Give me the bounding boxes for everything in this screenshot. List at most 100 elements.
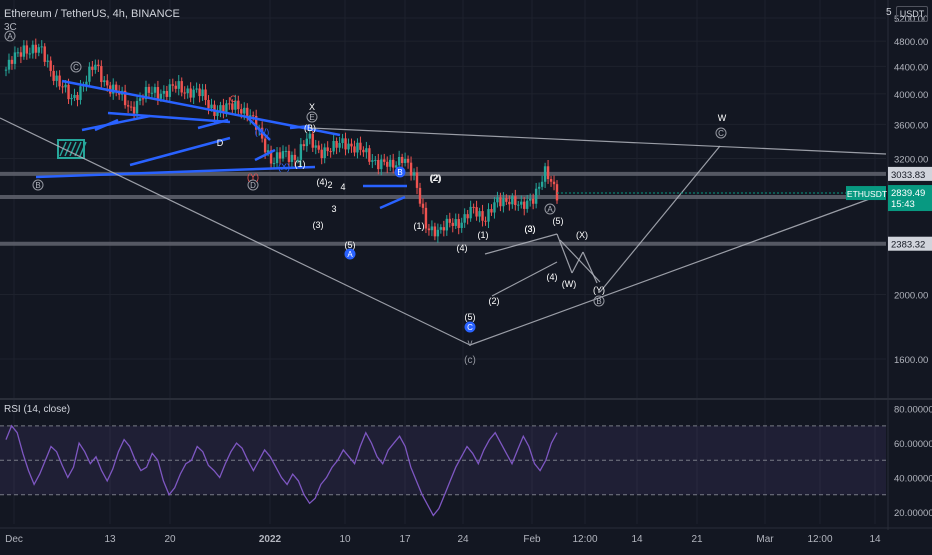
candle-body — [400, 156, 404, 164]
candle-body — [97, 64, 100, 67]
wave-label: C — [467, 323, 473, 332]
candle-body — [284, 150, 288, 152]
blue-trendline — [35, 165, 316, 179]
x-tick-label: 20 — [164, 534, 176, 545]
candle-body — [463, 214, 466, 223]
wave-label: (X) — [576, 230, 588, 240]
rsi-y-tick-label: 20.00000 — [894, 508, 932, 519]
wave-label: (5) — [345, 240, 356, 250]
wave-label: A — [7, 32, 13, 41]
candle-body — [380, 159, 383, 170]
green-zone-hatch — [69, 141, 77, 157]
symbol-tag — [846, 186, 886, 201]
candle-body — [94, 64, 97, 70]
candle-body — [272, 163, 276, 165]
wave-label: X — [309, 102, 315, 112]
rsi-y-tick-label: 40.00000 — [894, 474, 932, 485]
candle-body — [365, 148, 368, 153]
candle-body — [555, 184, 559, 201]
candle-body — [356, 142, 359, 153]
gray-wave-line — [0, 117, 471, 346]
candle-body — [243, 107, 246, 114]
wave-label: (B) — [304, 123, 316, 133]
wave-label: B — [35, 181, 40, 190]
wave-label: (3) — [525, 224, 536, 234]
gray-wave-line — [309, 127, 887, 155]
candle-body — [386, 161, 389, 167]
wave-label: (c) — [464, 355, 476, 366]
candle-body — [222, 105, 225, 113]
gray-wave-line — [582, 251, 598, 284]
candle-body — [314, 145, 317, 148]
candle-body — [412, 172, 416, 176]
candle-body — [49, 60, 52, 71]
candle-body — [278, 152, 282, 159]
candle-body — [534, 188, 538, 204]
scale-marker: 5 — [886, 7, 892, 18]
candle-body — [275, 152, 279, 164]
currency-button[interactable]: USDT — [896, 6, 928, 22]
wave-label: (2) — [430, 173, 441, 183]
candle-body — [374, 159, 377, 161]
candle-body — [338, 143, 341, 148]
candle-body — [424, 207, 428, 229]
candle-body — [472, 206, 475, 208]
candle-body — [523, 201, 526, 209]
candle-body — [508, 201, 511, 205]
candle-body — [421, 203, 425, 208]
blue-trendline — [289, 124, 311, 130]
candle-body — [231, 103, 234, 110]
candle-body — [397, 156, 401, 166]
wave-label-circle — [464, 321, 476, 333]
candle-body — [85, 81, 88, 86]
candle-body — [484, 220, 487, 222]
candle-body — [537, 186, 541, 189]
candle-body — [436, 229, 440, 237]
candle-body — [138, 98, 142, 101]
candle-body — [389, 159, 392, 167]
candle-body — [37, 47, 40, 53]
candle-body — [204, 89, 207, 100]
candle-body — [147, 86, 151, 93]
wave-label-circle — [32, 179, 44, 191]
last-price-tag-value: 2839.49 — [891, 188, 925, 199]
candle-body — [115, 84, 118, 92]
candle-body — [129, 106, 133, 108]
candle-body — [552, 181, 556, 185]
wave-label: (3) — [525, 224, 536, 234]
candle-body — [64, 84, 67, 88]
wave-label: (2) — [431, 173, 442, 183]
candle-body — [409, 162, 413, 176]
candle-body — [55, 75, 58, 81]
candle-body — [70, 97, 73, 100]
level-price-tag — [888, 236, 932, 251]
candle-body — [106, 80, 109, 86]
candle-body — [135, 100, 139, 114]
candle-body — [201, 89, 204, 97]
candle-body — [391, 159, 395, 168]
candle-body — [454, 219, 457, 226]
wave-label: B — [596, 297, 601, 306]
candle-body — [73, 94, 76, 98]
candle-body — [293, 154, 297, 160]
candle-body — [58, 75, 61, 87]
candle-body — [61, 86, 64, 88]
candle-body — [543, 166, 547, 182]
candle-body — [195, 88, 198, 90]
candle-body — [341, 138, 344, 144]
wave-label-circle — [715, 127, 727, 139]
candle-body — [350, 143, 353, 147]
wave-label: (1) — [478, 230, 489, 240]
candle-body — [308, 133, 311, 139]
candle-body — [263, 138, 267, 153]
candle-body — [126, 105, 130, 107]
candle-body — [237, 100, 240, 110]
candle-body — [499, 197, 502, 207]
wave-label: 4 — [340, 182, 345, 192]
candle-body — [287, 150, 291, 162]
candle-body — [415, 172, 419, 188]
candle-body — [478, 211, 481, 217]
candle-body — [362, 149, 365, 153]
